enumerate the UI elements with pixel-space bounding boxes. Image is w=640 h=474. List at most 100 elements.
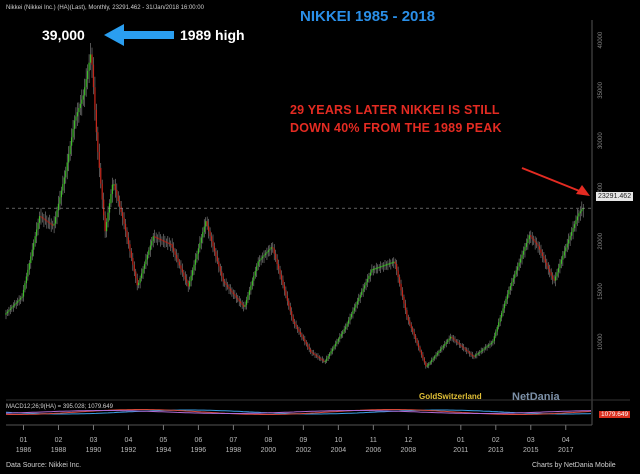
candle-down xyxy=(186,279,188,283)
watermark: GoldSwitzerland xyxy=(419,392,482,401)
candle-down xyxy=(120,206,122,213)
candle-down xyxy=(237,297,239,300)
candle-up xyxy=(88,62,90,71)
candle-down xyxy=(305,341,307,345)
x-tick-year-label: 2004 xyxy=(331,447,347,454)
candle-up xyxy=(81,99,83,104)
candle-down xyxy=(401,290,404,297)
candle-up xyxy=(566,243,568,248)
candle-up xyxy=(431,360,433,362)
candle-up xyxy=(358,298,360,302)
candle-down xyxy=(130,251,132,258)
candle-down xyxy=(403,296,405,304)
candle-down xyxy=(241,303,243,306)
candle-down xyxy=(103,199,105,216)
annotation-line-1: 29 YEARS LATER NIKKEI IS STILL xyxy=(290,103,500,117)
candle-down xyxy=(533,238,535,241)
candle-down xyxy=(231,290,233,293)
candle-down xyxy=(97,132,99,153)
candle-down xyxy=(463,347,465,349)
y-tick-label: 35000 xyxy=(598,81,604,98)
candle-down xyxy=(184,275,186,280)
candle-up xyxy=(428,363,430,366)
candle-up xyxy=(82,95,84,100)
candle-down xyxy=(175,254,178,259)
x-tick-year-label: 2008 xyxy=(401,447,417,454)
candle-up xyxy=(333,346,335,349)
candle-down xyxy=(47,221,49,223)
candle-up xyxy=(575,220,577,225)
candle-down xyxy=(136,278,138,286)
candle-up xyxy=(445,342,447,344)
candle-up xyxy=(8,310,10,312)
x-tick-label: 04 xyxy=(125,437,133,444)
x-tick-label: 02 xyxy=(55,437,63,444)
candle-down xyxy=(100,167,102,184)
candle-up xyxy=(479,351,481,354)
x-tick-year-label: 2015 xyxy=(523,447,539,454)
candle-up xyxy=(435,354,437,357)
candle-down xyxy=(117,195,119,202)
candle-down xyxy=(168,242,170,245)
candle-up xyxy=(27,269,29,277)
candle-up xyxy=(441,347,443,350)
candle-up xyxy=(476,354,478,356)
candle-down xyxy=(158,238,160,240)
data-source-text: Data Source: Nikkei Inc. xyxy=(6,462,82,469)
candle-down xyxy=(412,328,414,332)
y-tick-label: 10000 xyxy=(598,333,604,350)
candle-down xyxy=(315,355,318,357)
candle-up xyxy=(511,282,513,287)
candle-up xyxy=(190,275,192,282)
candle-up xyxy=(37,222,39,230)
candle-down xyxy=(129,244,131,252)
candle-up xyxy=(326,358,328,361)
candle-down xyxy=(210,236,213,242)
candle-up xyxy=(203,226,205,233)
macd-histogram-line xyxy=(5,410,592,414)
candle-down xyxy=(133,264,135,272)
x-tick-label: 03 xyxy=(90,437,98,444)
candle-up xyxy=(492,340,494,343)
x-tick-year-label: 2013 xyxy=(488,447,504,454)
candle-up xyxy=(270,247,272,249)
candle-down xyxy=(419,347,421,351)
candle-down xyxy=(216,256,218,262)
candle-up xyxy=(448,338,450,341)
candle-up xyxy=(145,259,147,265)
x-tick-label: 07 xyxy=(230,437,238,444)
candle-up xyxy=(78,108,80,113)
x-tick-year-label: 1992 xyxy=(121,447,137,454)
candle-up xyxy=(34,236,36,243)
candle-down xyxy=(292,316,294,322)
candle-up xyxy=(189,281,191,287)
candle-up xyxy=(381,265,383,268)
candle-down xyxy=(302,336,304,340)
candle-up xyxy=(56,210,58,217)
candle-down xyxy=(547,265,549,270)
candle-down xyxy=(544,259,546,263)
x-tick-year-label: 2002 xyxy=(296,447,312,454)
candle-down xyxy=(49,222,51,224)
x-tick-year-label: 1998 xyxy=(226,447,242,454)
candle-up xyxy=(477,353,479,355)
candle-up xyxy=(266,251,268,254)
candle-up xyxy=(193,264,195,271)
x-tick-label: 05 xyxy=(160,437,168,444)
candle-up xyxy=(38,216,41,223)
candle-down xyxy=(304,339,306,342)
x-tick-year-label: 2011 xyxy=(453,447,468,454)
candle-down xyxy=(464,348,466,350)
candle-up xyxy=(347,320,350,324)
candle-up xyxy=(105,221,108,232)
candle-up xyxy=(19,298,22,300)
candle-up xyxy=(508,289,510,295)
candle-down xyxy=(307,344,309,347)
candle-down xyxy=(127,237,130,245)
candle-up xyxy=(487,345,490,347)
macd-label: MACD12;26;9(HA) = 395.028; 1079.649 xyxy=(6,404,113,410)
candle-up xyxy=(361,291,363,295)
candle-up xyxy=(517,266,519,271)
candle-up xyxy=(365,282,367,286)
candle-down xyxy=(104,215,106,232)
